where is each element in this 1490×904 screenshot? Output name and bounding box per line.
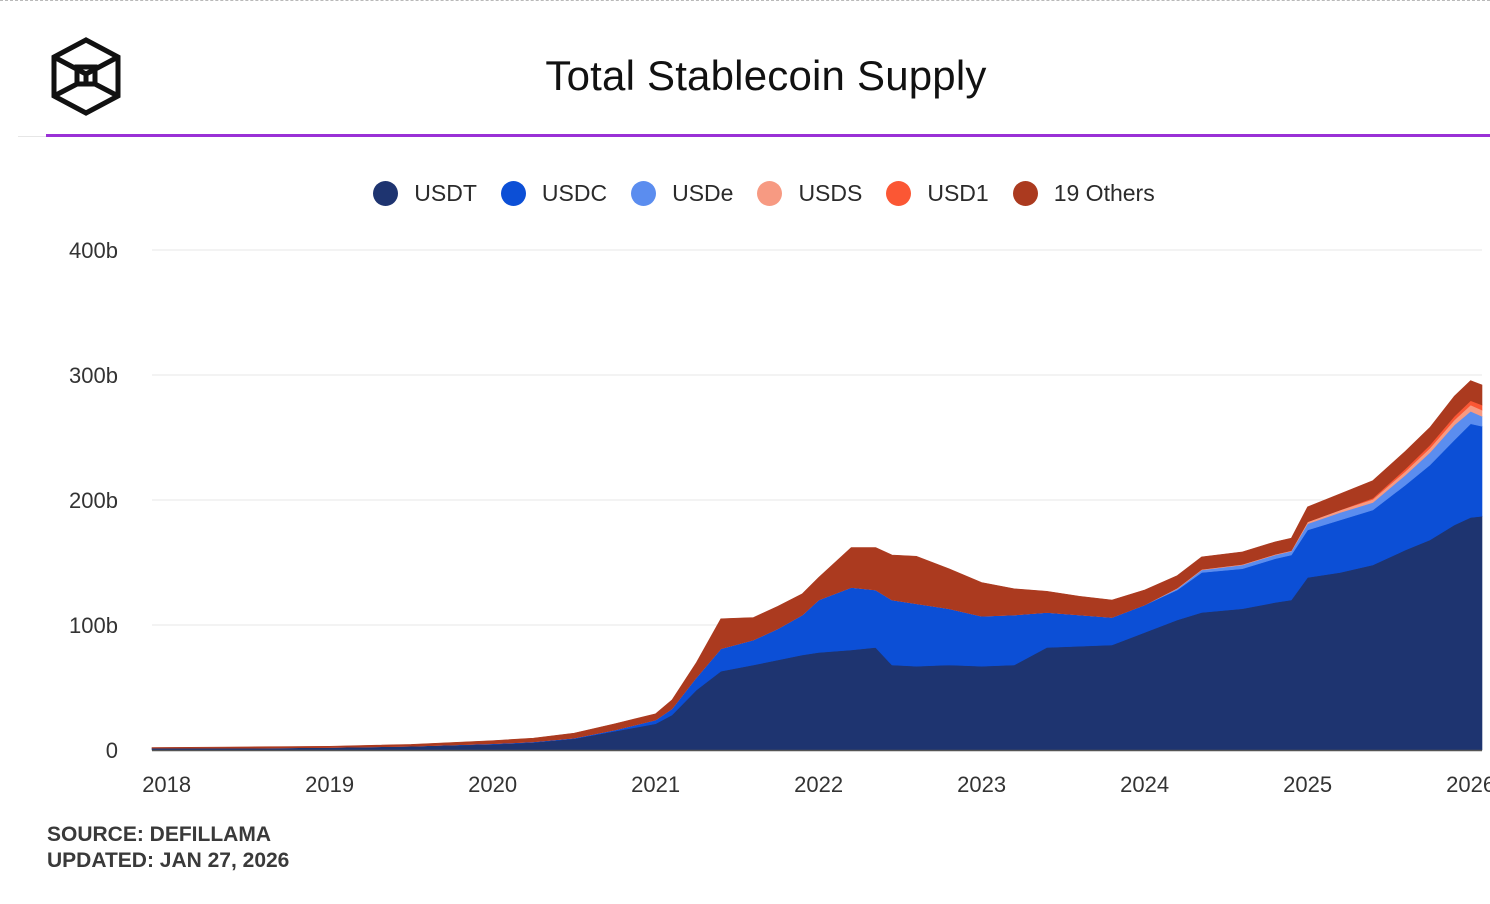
- legend-item-usdt: USDT: [373, 180, 477, 207]
- chart-legend: USDT USDC USDe USDS USD1 19 Others: [0, 180, 1490, 207]
- cube-logo-icon: [51, 37, 121, 116]
- legend-label-usde: USDe: [672, 180, 734, 206]
- legend-swatch-others: [1012, 181, 1038, 206]
- accent-divider: [46, 134, 1490, 137]
- legend-item-others: 19 Others: [1012, 180, 1155, 207]
- legend-swatch-usd1: [886, 181, 912, 206]
- legend-swatch-usdc: [500, 181, 526, 206]
- y-tick-label: 400b: [69, 238, 118, 263]
- x-tick-label: 2026: [1446, 772, 1490, 797]
- legend-label-usdc: USDC: [541, 180, 608, 206]
- chart-footer: SOURCE: DEFILLAMA UPDATED: JAN 27, 2026: [47, 822, 289, 874]
- x-tick-label: 2025: [1283, 772, 1332, 797]
- y-tick-label: 100b: [69, 613, 118, 638]
- legend-label-others: 19 Others: [1053, 180, 1155, 206]
- updated-note: UPDATED: JAN 27, 2026: [47, 849, 290, 872]
- x-tick-label: 2022: [794, 772, 843, 797]
- y-tick-label: 0: [106, 738, 118, 763]
- y-tick-label: 300b: [69, 363, 118, 388]
- legend-label-usds: USDS: [798, 180, 863, 206]
- legend-label-usdt: USDT: [414, 180, 477, 206]
- x-tick-label: 2024: [1120, 772, 1169, 797]
- legend-label-usd1: USD1: [927, 180, 989, 206]
- x-tick-label: 2020: [468, 772, 517, 797]
- axes: 0 100b 200b 300b 400b 2018 2019 2020 2021 2022 202…: [69, 238, 1490, 797]
- page-title: Total Stablecoin Supply: [545, 52, 987, 99]
- legend-item-usdc: USDC: [500, 180, 608, 207]
- y-tick-label: 200b: [69, 488, 118, 513]
- x-tick-label: 2021: [631, 772, 680, 797]
- x-tick-label: 2019: [305, 772, 354, 797]
- legend-item-usd1: USD1: [886, 180, 989, 207]
- source-note: SOURCE: DEFILLAMA: [47, 823, 271, 846]
- x-tick-label: 2018: [142, 772, 191, 797]
- legend-swatch-usds: [757, 181, 783, 206]
- top-dashed-border: [0, 0, 1490, 1]
- legend-swatch-usde: [631, 181, 657, 206]
- area-19-others: [151, 380, 1483, 749]
- x-tick-label: 2023: [957, 772, 1006, 797]
- logo: [44, 34, 128, 118]
- legend-swatch-usdt: [373, 181, 399, 206]
- legend-item-usds: USDS: [757, 180, 862, 207]
- legend-item-usde: USDe: [631, 180, 733, 207]
- area-series: [151, 380, 1483, 751]
